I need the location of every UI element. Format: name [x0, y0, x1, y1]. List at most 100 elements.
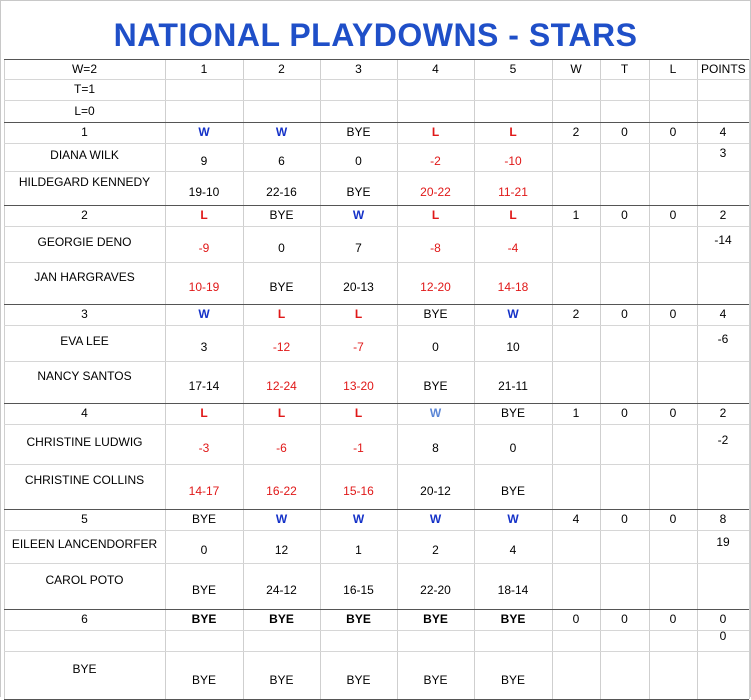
- game-score: 12-20: [420, 280, 451, 294]
- round-result: W: [507, 512, 519, 526]
- ties-header: T: [620, 62, 629, 76]
- row-divider: [4, 563, 749, 564]
- round-result: W: [198, 125, 210, 139]
- round-result: BYE: [191, 512, 216, 526]
- ties-count: 0: [621, 125, 628, 139]
- round-header: 5: [509, 62, 517, 76]
- wins-count: 1: [572, 406, 580, 420]
- team-block-divider: [4, 609, 749, 610]
- losses-count: 0: [669, 125, 677, 139]
- game-score: BYE: [191, 583, 216, 597]
- team-block-divider: [4, 205, 749, 206]
- round-result: BYE: [500, 612, 526, 626]
- legend-loss: L=0: [74, 104, 95, 118]
- game-score: 17-14: [188, 379, 220, 393]
- game-score: 20-22: [420, 185, 451, 199]
- round-result: L: [354, 307, 363, 321]
- losses-count: 0: [669, 512, 677, 526]
- score-differential: 0: [278, 241, 285, 255]
- game-score: BYE: [346, 185, 371, 199]
- ties-count: 0: [621, 612, 628, 626]
- points-total: 8: [719, 512, 727, 526]
- round-result: W: [198, 307, 210, 321]
- round-result: L: [354, 406, 363, 420]
- game-score: BYE: [423, 379, 448, 393]
- game-score: 13-20: [343, 379, 374, 393]
- player-name: CAROL POTO: [45, 573, 124, 587]
- player-name: EILEEN LANCENDORFER: [11, 537, 158, 551]
- legend-tie: T=1: [73, 82, 95, 96]
- score-differential: -10: [504, 154, 522, 168]
- ties-count: 0: [621, 208, 628, 222]
- score-differential: -7: [353, 340, 364, 354]
- team-number: 4: [81, 406, 88, 420]
- game-score: 10-19: [188, 280, 220, 294]
- score-differential: 0: [355, 154, 362, 168]
- game-score: BYE: [423, 673, 448, 687]
- game-score: 14-18: [497, 280, 529, 294]
- round-result: L: [431, 125, 440, 139]
- game-score: 12-24: [266, 379, 297, 393]
- game-score: 24-12: [266, 583, 297, 597]
- score-differential: -9: [198, 241, 210, 255]
- player-name: EVA LEE: [60, 334, 109, 348]
- round-result: BYE: [269, 612, 294, 626]
- game-score: 11-21: [498, 185, 528, 199]
- round-result: L: [200, 406, 208, 420]
- round-result: L: [200, 208, 208, 222]
- game-score: BYE: [269, 673, 294, 687]
- points-total: 4: [719, 307, 727, 321]
- round-result: L: [509, 208, 517, 222]
- game-score: BYE: [346, 673, 371, 687]
- points-total: 4: [719, 125, 727, 139]
- round-header: 4: [432, 62, 439, 76]
- team-block-divider: [4, 403, 749, 404]
- score-differential: -1: [353, 441, 364, 455]
- round-result: L: [509, 125, 517, 139]
- score-differential: -2: [430, 154, 441, 168]
- round-header: 2: [278, 62, 285, 76]
- round-result: BYE: [191, 612, 217, 626]
- row-divider: [4, 79, 749, 80]
- net-differential: -2: [717, 433, 729, 447]
- game-score: 21-11: [498, 379, 528, 393]
- round-result: W: [275, 125, 288, 139]
- column-divider: [474, 59, 475, 699]
- score-differential: 9: [200, 154, 208, 168]
- round-result: W: [507, 307, 519, 321]
- column-divider: [397, 59, 398, 699]
- round-result: BYE: [346, 612, 371, 626]
- team-number: 3: [81, 307, 88, 321]
- player-name: DIANA WILK: [50, 148, 119, 162]
- game-score: BYE: [500, 484, 525, 498]
- team-number: 5: [81, 512, 88, 526]
- header-top-line: [4, 59, 749, 60]
- game-score: 19-10: [188, 185, 220, 199]
- game-score: 16-15: [343, 583, 374, 597]
- team-number: 1: [81, 125, 88, 139]
- row-divider: [4, 143, 749, 144]
- row-divider: [4, 651, 749, 652]
- player-name: HILDEGARD KENNEDY: [18, 175, 151, 189]
- score-differential: 7: [355, 241, 362, 255]
- wins-count: 1: [572, 208, 580, 222]
- points-total: 0: [719, 612, 727, 626]
- column-divider: [243, 59, 244, 699]
- round-result: W: [429, 512, 442, 526]
- row-divider: [4, 100, 749, 101]
- team-block-divider: [4, 509, 749, 510]
- game-score: 20-13: [343, 280, 374, 294]
- wins-count: 0: [572, 612, 580, 626]
- score-differential: 0: [432, 340, 439, 354]
- net-differential: -14: [714, 233, 732, 247]
- row-divider: [4, 226, 749, 227]
- round-header: 3: [355, 62, 362, 76]
- ties-count: 0: [621, 512, 628, 526]
- legend-win: W=2: [71, 62, 97, 76]
- score-differential: 3: [200, 340, 208, 354]
- losses-header: L: [669, 62, 677, 76]
- row-divider: [4, 325, 749, 326]
- round-result: BYE: [346, 125, 371, 139]
- column-divider: [165, 59, 166, 699]
- score-differential: 12: [274, 543, 289, 557]
